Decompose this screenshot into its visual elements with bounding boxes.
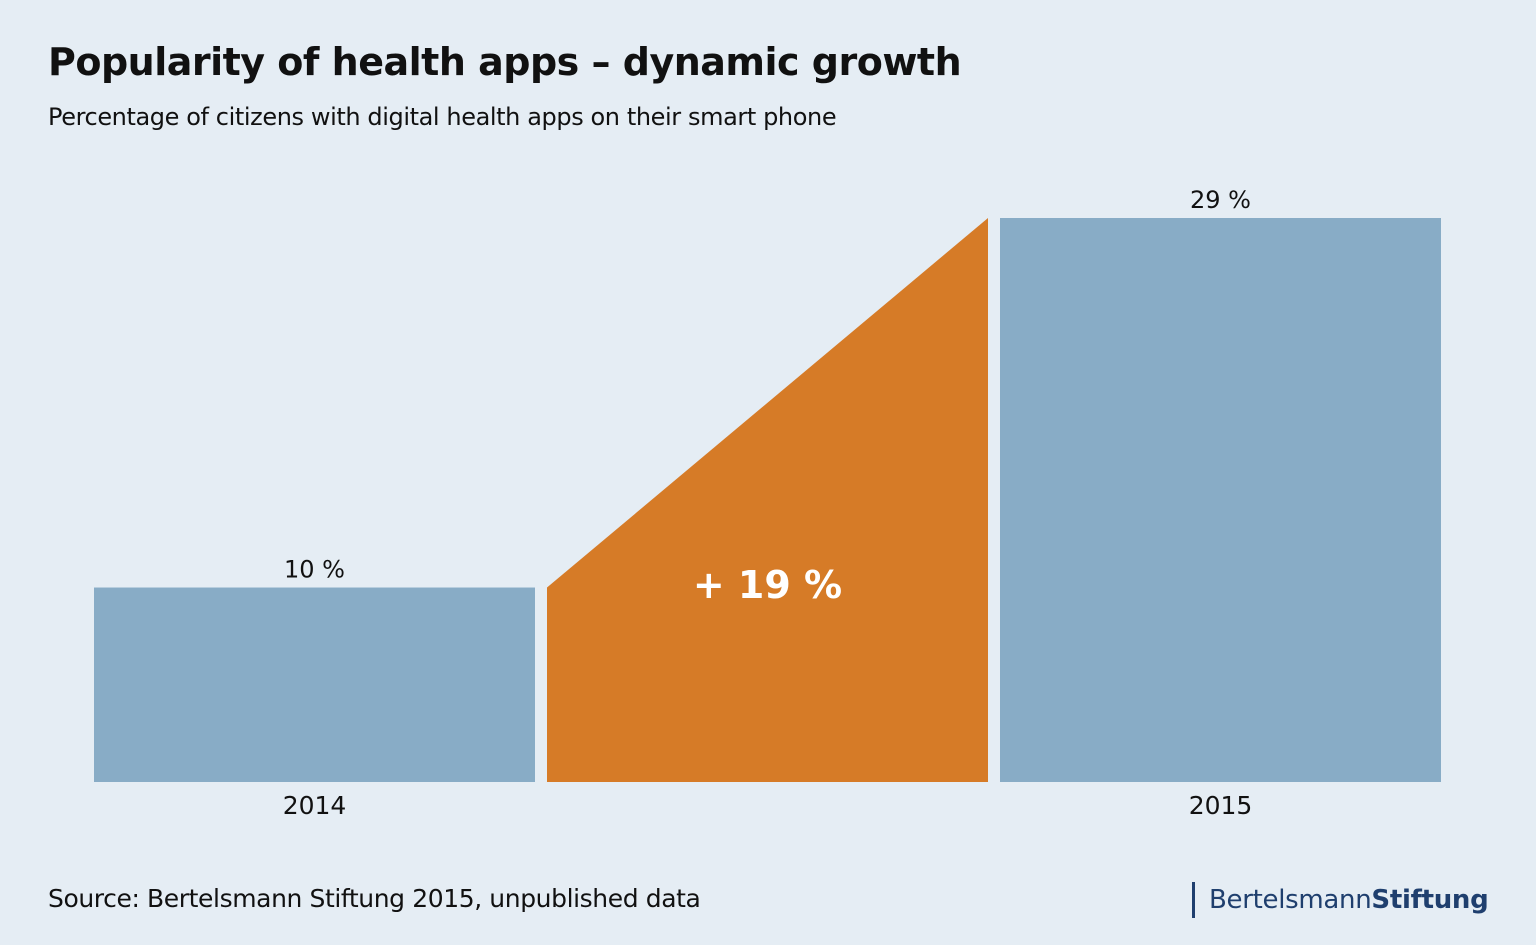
logo-part1: Bertelsmann [1209,885,1372,915]
value-label-2014: 10 % [284,556,345,584]
bar-2015 [1000,218,1441,782]
bertelsmann-logo: BertelsmannStiftung [1192,882,1489,918]
chart-subtitle: Percentage of citizens with digital heal… [48,103,837,131]
bar-2014 [94,587,535,782]
x-tick-2015: 2015 [1189,791,1253,820]
difference-label: + 19 % [693,563,842,607]
logo-part2: Stiftung [1371,885,1489,915]
x-tick-2014: 2014 [283,791,347,820]
chart-title: Popularity of health apps – dynamic grow… [48,40,962,84]
source-note: Source: Bertelsmann Stiftung 2015, unpub… [48,884,701,913]
value-label-2015: 29 % [1190,186,1251,214]
difference-shape [547,218,988,782]
